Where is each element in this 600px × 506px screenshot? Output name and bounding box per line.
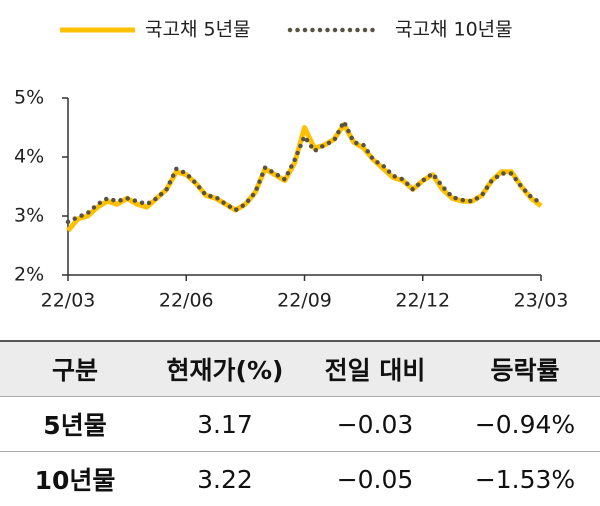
y-tick-label: 4% [14, 146, 44, 168]
y-tick-label: 3% [14, 205, 44, 227]
row-label: 10년물 [0, 452, 150, 506]
header-cell: 현재가(%) [150, 341, 300, 397]
x-tick-label: 22/09 [277, 290, 332, 312]
x-tick-label: 22/03 [41, 290, 96, 312]
cell: −0.03 [300, 397, 450, 452]
header-cell: 전일 대비 [300, 341, 450, 397]
price-table: 구분 현재가(%) 전일 대비 등락률 5년물 3.17 −0.03 −0.94… [0, 340, 600, 506]
cell: 3.17 [150, 397, 300, 452]
cell: −0.94% [450, 397, 600, 452]
table-row: 5년물 3.17 −0.03 −0.94% [0, 397, 600, 452]
x-tick-label: 23/03 [514, 290, 569, 312]
y-tick-label: 2% [14, 264, 44, 286]
y-tick-label: 5% [14, 87, 44, 109]
header-row: 구분 현재가(%) 전일 대비 등락률 [0, 341, 600, 397]
cell: −1.53% [450, 452, 600, 506]
x-tick-label: 22/06 [159, 290, 214, 312]
legend-label: 국고채 10년물 [395, 19, 513, 41]
x-tick-label: 22/12 [395, 290, 450, 312]
chart: 2% 3% 4% 5% 22/03 22/06 22/09 22/12 23/03 국고채 5년물… [0, 0, 600, 340]
table-row: 10년물 3.22 −0.05 −1.53% [0, 452, 600, 506]
row-label: 5년물 [0, 397, 150, 452]
header-cell: 등락률 [450, 341, 600, 397]
header-cell: 구분 [0, 341, 150, 397]
cell: −0.05 [300, 452, 450, 506]
legend-label: 국고채 5년물 [145, 19, 251, 41]
cell: 3.22 [150, 452, 300, 506]
